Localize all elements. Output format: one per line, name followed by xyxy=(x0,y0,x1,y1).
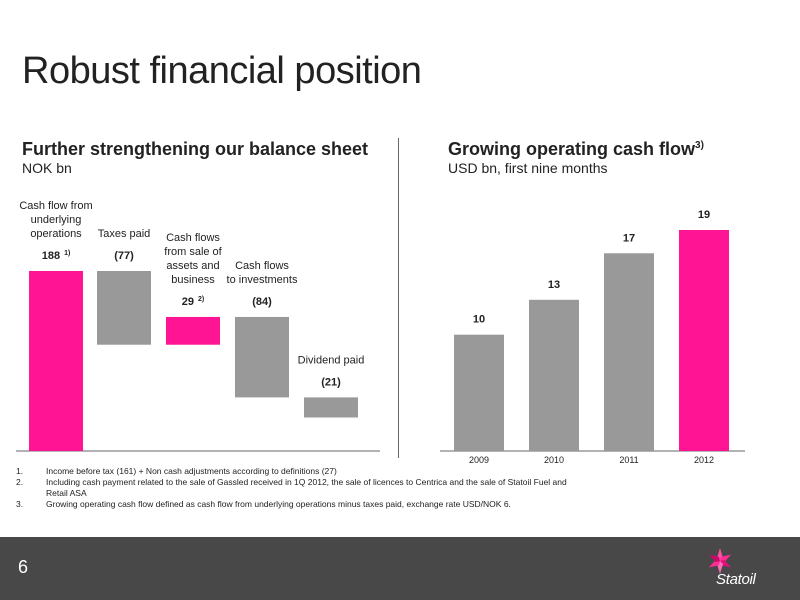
waterfall-chart: 188 1) Cash flow from underlying operations (… xyxy=(16,200,380,452)
waterfall-value-label: 29 2) xyxy=(182,296,204,308)
waterfall-category-label: underlying xyxy=(31,214,82,226)
waterfall-category-label: from sale of xyxy=(164,246,222,258)
left-section-subheading: NOK bn xyxy=(22,160,72,176)
right-heading-footnote-ref: 3) xyxy=(695,140,704,151)
page-number: 6 xyxy=(18,557,29,577)
year-tick-label: 2010 xyxy=(544,455,564,465)
footnote: 2. Including cash payment related to the … xyxy=(16,477,576,499)
footnote-text: Including cash payment related to the sa… xyxy=(46,477,567,498)
waterfall-category-label: operations xyxy=(30,228,82,240)
footnote: 3. Growing operating cash flow defined as… xyxy=(16,499,576,510)
left-heading-text: Further strengthening our balance sheet xyxy=(22,139,369,159)
cash-flow-value-label: 17 xyxy=(623,232,635,244)
waterfall-category-label: Cash flow from xyxy=(19,200,92,212)
right-heading-text: Growing operating cash flow xyxy=(448,139,696,159)
waterfall-value-label: 188 1) xyxy=(42,250,71,262)
year-tick-label: 2012 xyxy=(694,455,714,465)
waterfall-value-footnote-ref: 2) xyxy=(198,296,204,303)
cash-flow-bar xyxy=(604,253,654,451)
logo-text: Statoil xyxy=(716,571,756,588)
waterfall-category-label: Taxes paid xyxy=(98,228,151,240)
waterfall-bar xyxy=(235,316,289,398)
waterfall-value-label: (84) xyxy=(252,296,272,308)
footnote: 1. Income before tax (161) + Non cash adj… xyxy=(16,466,576,477)
right-section-heading: Growing operating cash flow3) xyxy=(448,139,704,160)
waterfall-category-label: to investments xyxy=(227,274,298,286)
cash-flow-bar xyxy=(454,334,504,451)
right-section-subheading: USD bn, first nine months xyxy=(448,160,608,176)
footnote-number: 2. xyxy=(16,477,24,487)
waterfall-bar xyxy=(97,271,151,345)
year-tick-label: 2009 xyxy=(469,455,489,465)
footnote-text: Growing operating cash flow defined as c… xyxy=(46,499,511,509)
footer-bar: 6 Statoil xyxy=(0,537,800,600)
footnotes: 1. Income before tax (161) + Non cash adj… xyxy=(16,466,576,510)
cash-flow-value-label: 10 xyxy=(473,314,485,326)
footnote-number: 3. xyxy=(16,499,24,509)
waterfall-bar xyxy=(166,316,220,345)
cash-flow-value-label: 19 xyxy=(698,209,710,221)
operating-cash-flow-chart: 10 2009 13 2010 17 2011 19 2012 xyxy=(440,209,745,465)
footnote-number: 1. xyxy=(16,466,24,476)
charts-canvas: 188 1) Cash flow from underlying operations (… xyxy=(16,200,745,465)
waterfall-category-label: business xyxy=(171,274,215,286)
slide-title: Robust financial position xyxy=(22,50,422,92)
waterfall-bar xyxy=(304,397,358,418)
cash-flow-bar xyxy=(679,230,729,451)
waterfall-value-label: (21) xyxy=(321,376,341,388)
year-tick-label: 2011 xyxy=(619,455,638,465)
statoil-logo: Statoil xyxy=(694,545,790,595)
waterfall-bar xyxy=(29,271,83,451)
section-divider xyxy=(398,138,399,458)
cash-flow-value-label: 13 xyxy=(548,279,560,291)
waterfall-value-label: (77) xyxy=(114,250,134,262)
waterfall-category-label: Cash flows xyxy=(166,232,220,244)
waterfall-category-label: Cash flows xyxy=(235,260,289,272)
star-logo-icon xyxy=(708,548,732,574)
waterfall-category-label: Dividend paid xyxy=(298,354,365,366)
footnote-text: Income before tax (161) + Non cash adjus… xyxy=(46,466,337,476)
cash-flow-bar xyxy=(529,299,579,451)
left-section-heading: Further strengthening our balance sheet xyxy=(22,139,368,160)
waterfall-category-label: assets and xyxy=(166,260,219,272)
waterfall-value-footnote-ref: 1) xyxy=(64,250,70,257)
